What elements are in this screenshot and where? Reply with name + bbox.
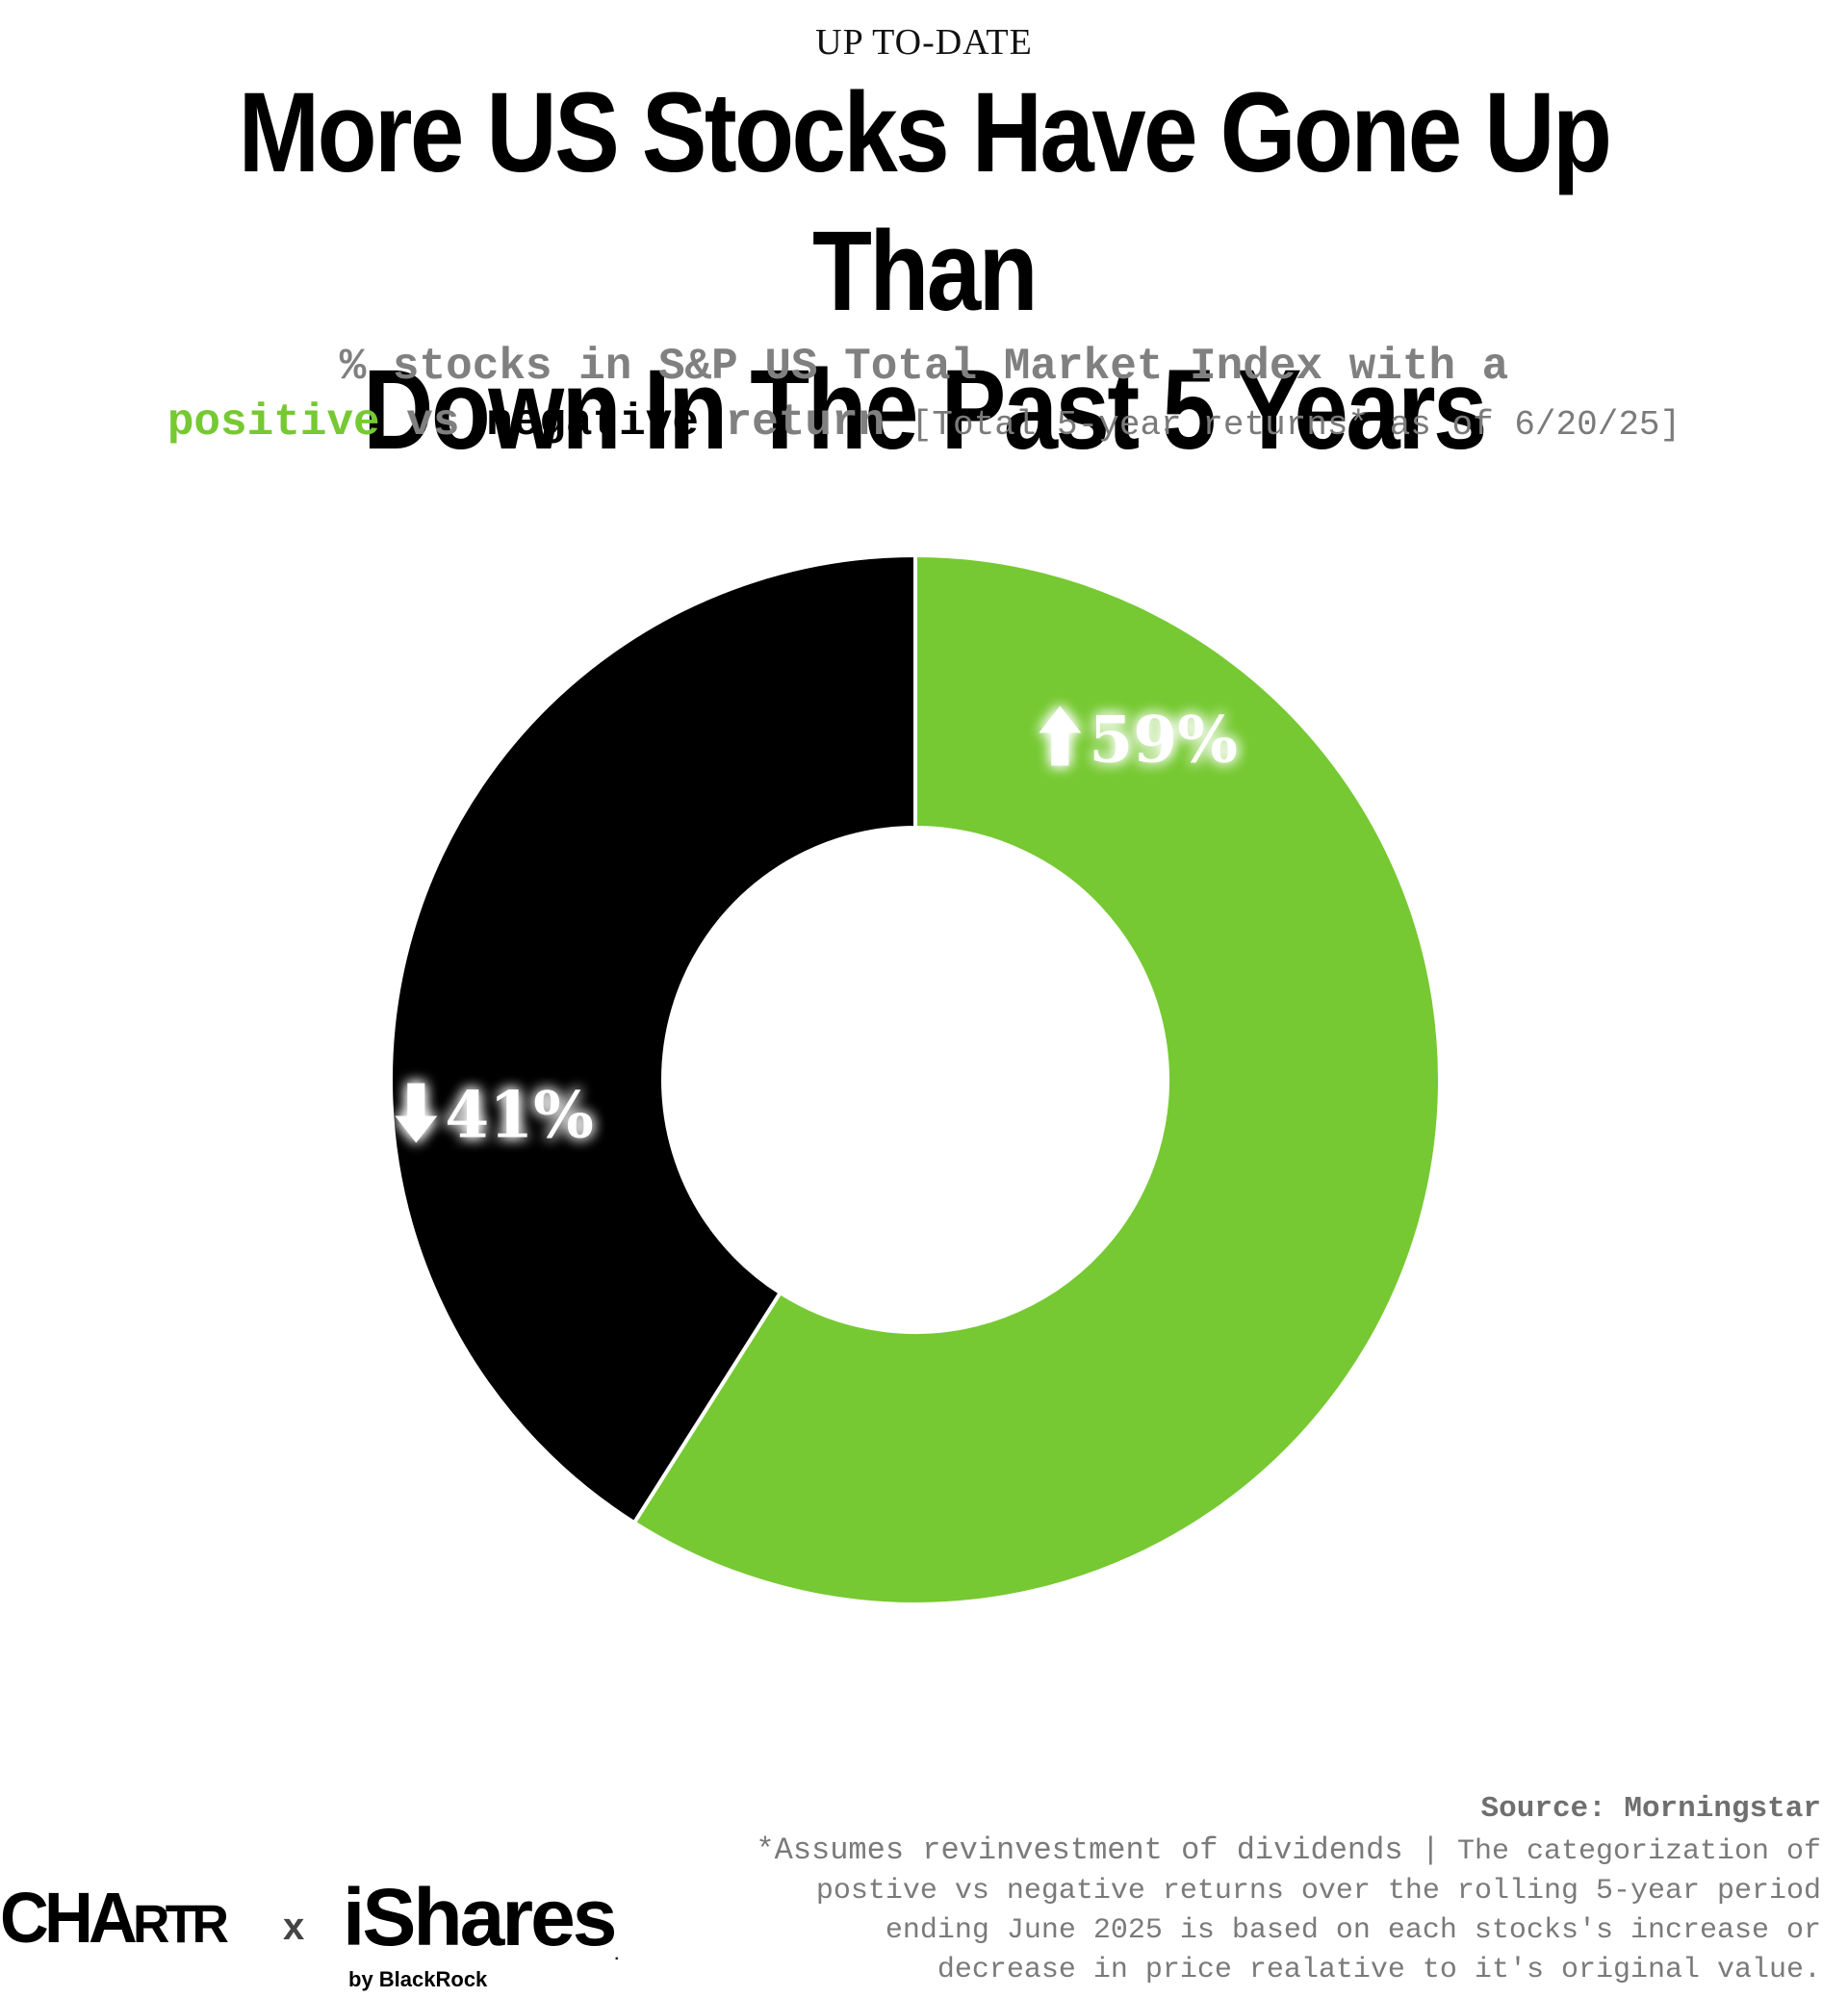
ishares-logo-text: iShares <box>343 1872 618 1962</box>
donut-chart: 59% 41% <box>389 552 1442 1606</box>
chartr-logo-tail: RTR <box>133 1893 229 1954</box>
ishares-logo-mark: . <box>614 1947 619 1963</box>
donut-slice-2 <box>389 552 917 1525</box>
subtitle-positive: positive <box>167 397 380 448</box>
title-line-2: Down In The Past 5 Years <box>363 346 1487 474</box>
subtitle-negative: negative <box>486 397 699 448</box>
slice-value-label: 59% <box>1089 702 1238 777</box>
source-note: Source: Morningstar <box>1480 1792 1821 1826</box>
slice-label-2: 41% <box>395 1077 594 1152</box>
kicker: UP TO-DATE <box>815 22 1033 63</box>
title-line-1: More US Stocks Have Gone Up Than <box>238 69 1612 335</box>
subtitle: % stocks in S&P US Total Market Index wi… <box>0 339 1848 453</box>
footnote-lead: *Assumes revinvestment of dividends | <box>756 1832 1440 1868</box>
down-arrow-icon <box>395 1083 438 1143</box>
subtitle-vs: vs <box>406 397 460 448</box>
donut-slices <box>389 552 1442 1606</box>
chartr-logo-main: CHA <box>0 1878 138 1958</box>
chartr-logo: CHARTR <box>0 1877 229 1959</box>
footer-notes: Source: Morningstar *Assumes revinvestme… <box>666 1788 1821 1990</box>
ishares-logo: iShares. <box>343 1871 619 1964</box>
subtitle-line-2: positive vs negative return [Total 5-yea… <box>0 395 1848 453</box>
footnote: *Assumes revinvestment of dividends | Th… <box>666 1831 1821 1990</box>
subtitle-return: return <box>725 397 886 448</box>
blackrock-byline: by BlackRock <box>348 1967 488 1991</box>
up-arrow-icon <box>1039 705 1082 766</box>
slice-labels: 59% 41% <box>395 702 1238 1152</box>
donut-slice-1 <box>631 552 1442 1606</box>
page-title: More US Stocks Have Gone Up Than Down In… <box>129 64 1718 479</box>
footnote-line-2: postive vs negative returns over the rol… <box>815 1875 1821 1908</box>
footnote-line-1-rest: The categorization of <box>1456 1835 1821 1868</box>
collab-x: x <box>283 1906 305 1948</box>
slice-label-1: 59% <box>1039 702 1238 777</box>
footnote-line-4: decrease in price realative to it's orig… <box>937 1954 1821 1986</box>
brand-logos: CHARTR x iShares. by BlackRock <box>0 1872 674 1998</box>
subtitle-note: [Total 5-year returns* as of 6/20/25] <box>911 405 1681 445</box>
subtitle-line-1: % stocks in S&P US Total Market Index wi… <box>339 342 1509 392</box>
slice-value-label: 41% <box>445 1077 594 1152</box>
footnote-line-1: *Assumes revinvestment of dividends | Th… <box>666 1831 1821 1872</box>
footnote-line-3: ending June 2025 is based on each stocks… <box>885 1914 1821 1947</box>
